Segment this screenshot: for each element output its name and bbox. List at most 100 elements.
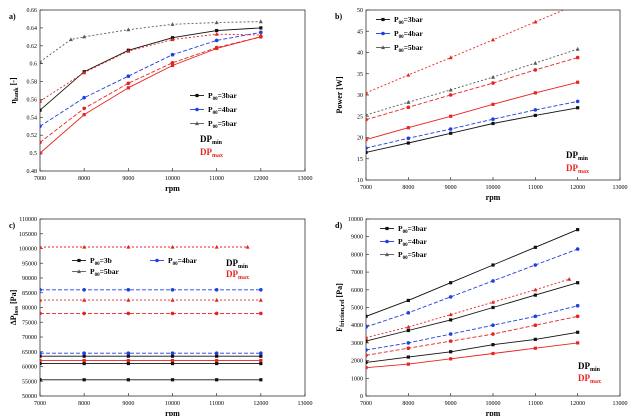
y-tick-label: 75000 xyxy=(22,320,37,326)
data-point xyxy=(215,378,219,382)
y-tick-label: 0.54 xyxy=(27,115,38,121)
legend-label: P00=5bar xyxy=(208,119,238,130)
x-axis-label: rpm xyxy=(486,193,501,202)
data-point xyxy=(575,303,580,308)
data-point xyxy=(126,244,131,249)
y-tick-label: 80000 xyxy=(22,306,37,312)
y-tick-label: 95000 xyxy=(22,261,37,267)
x-tick-label: 11000 xyxy=(528,185,543,191)
y-tick-label: 0 xyxy=(360,394,363,400)
data-point xyxy=(126,74,131,78)
data-point xyxy=(576,281,580,285)
dp-max-label: DPmax xyxy=(566,163,589,175)
dp-max-label: DPmax xyxy=(200,147,223,159)
data-point xyxy=(533,245,537,249)
data-point xyxy=(40,297,42,302)
panel-label: a) xyxy=(9,12,16,21)
data-point xyxy=(126,354,130,358)
data-point xyxy=(126,351,131,356)
legend-marker xyxy=(195,93,199,98)
data-point xyxy=(82,311,86,316)
y-tick-label: 15 xyxy=(357,157,363,163)
data-point xyxy=(259,288,263,292)
data-point xyxy=(82,361,86,366)
legend-marker xyxy=(385,252,389,257)
data-point xyxy=(82,359,86,363)
data-point xyxy=(533,60,538,65)
y-tick-label: 1000 xyxy=(351,376,363,382)
data-point xyxy=(366,138,368,142)
data-point xyxy=(366,366,368,370)
data-point xyxy=(82,244,87,249)
chart-panel: b) 7000 8000 9000 10000 11000 12000 13000 10 15 20… xyxy=(335,8,628,202)
data-point xyxy=(82,354,86,358)
y-axis-label: Power [W] xyxy=(335,76,344,113)
series-group xyxy=(40,19,263,155)
y-tick-label: 0.6 xyxy=(30,62,38,68)
data-point xyxy=(126,86,130,90)
x-tick-label: 9000 xyxy=(445,185,457,191)
data-point xyxy=(40,151,42,155)
data-point xyxy=(170,52,175,57)
data-point xyxy=(406,105,411,110)
data-point xyxy=(533,293,537,297)
legend-marker xyxy=(77,269,81,274)
y-tick-label: 0.64 xyxy=(27,26,38,32)
data-point xyxy=(491,81,495,85)
dp-min-label: DPmin xyxy=(566,150,589,162)
data-point xyxy=(575,46,580,51)
data-point xyxy=(533,346,537,350)
data-point xyxy=(575,55,580,60)
data-point xyxy=(82,106,86,111)
data-point xyxy=(82,70,87,75)
data-point xyxy=(491,74,495,79)
y-tick-label: 105000 xyxy=(19,232,37,238)
series-line xyxy=(40,31,261,127)
data-point xyxy=(448,127,453,131)
data-point xyxy=(406,72,411,77)
data-point xyxy=(575,247,580,251)
y-tick-label: 6000 xyxy=(351,288,363,294)
data-point xyxy=(491,117,495,122)
data-point xyxy=(366,150,368,154)
y-tick-label: 0.56 xyxy=(27,97,38,103)
x-tick-label: 7000 xyxy=(34,176,46,182)
dp-min-label: DPmin xyxy=(226,258,249,270)
y-axis-label: ηtank [-] xyxy=(9,77,20,104)
data-point xyxy=(259,26,263,30)
data-point xyxy=(533,323,538,328)
y-tick-label: 0.48 xyxy=(27,169,38,175)
data-point xyxy=(259,354,263,358)
series-group xyxy=(366,10,580,154)
data-point xyxy=(259,359,263,363)
data-point xyxy=(40,244,42,249)
y-tick-label: 9000 xyxy=(351,235,363,241)
data-point xyxy=(126,81,131,86)
y-tick-label: 5000 xyxy=(351,306,363,312)
data-point xyxy=(258,297,263,302)
data-point xyxy=(40,351,42,356)
data-point xyxy=(406,362,410,366)
data-point xyxy=(406,298,410,303)
data-point xyxy=(82,34,87,39)
legend-label: P00=4bar xyxy=(394,29,424,40)
x-tick-label: 8000 xyxy=(78,401,90,407)
series-line xyxy=(366,315,578,356)
series-line xyxy=(366,107,578,153)
x-axis-label: rpm xyxy=(486,409,501,416)
data-point xyxy=(82,95,86,100)
data-point xyxy=(491,263,495,267)
data-point xyxy=(40,288,42,292)
data-point xyxy=(126,378,130,382)
data-point xyxy=(40,359,42,363)
data-point xyxy=(449,114,453,118)
data-point xyxy=(449,281,453,285)
data-point xyxy=(491,343,495,347)
data-point xyxy=(214,20,219,25)
dp-max-label: DPmax xyxy=(578,373,601,385)
data-point xyxy=(170,351,175,356)
y-tick-label: 0.58 xyxy=(27,80,38,86)
x-tick-label: 8000 xyxy=(78,176,90,182)
x-tick-label: 9000 xyxy=(445,401,457,407)
